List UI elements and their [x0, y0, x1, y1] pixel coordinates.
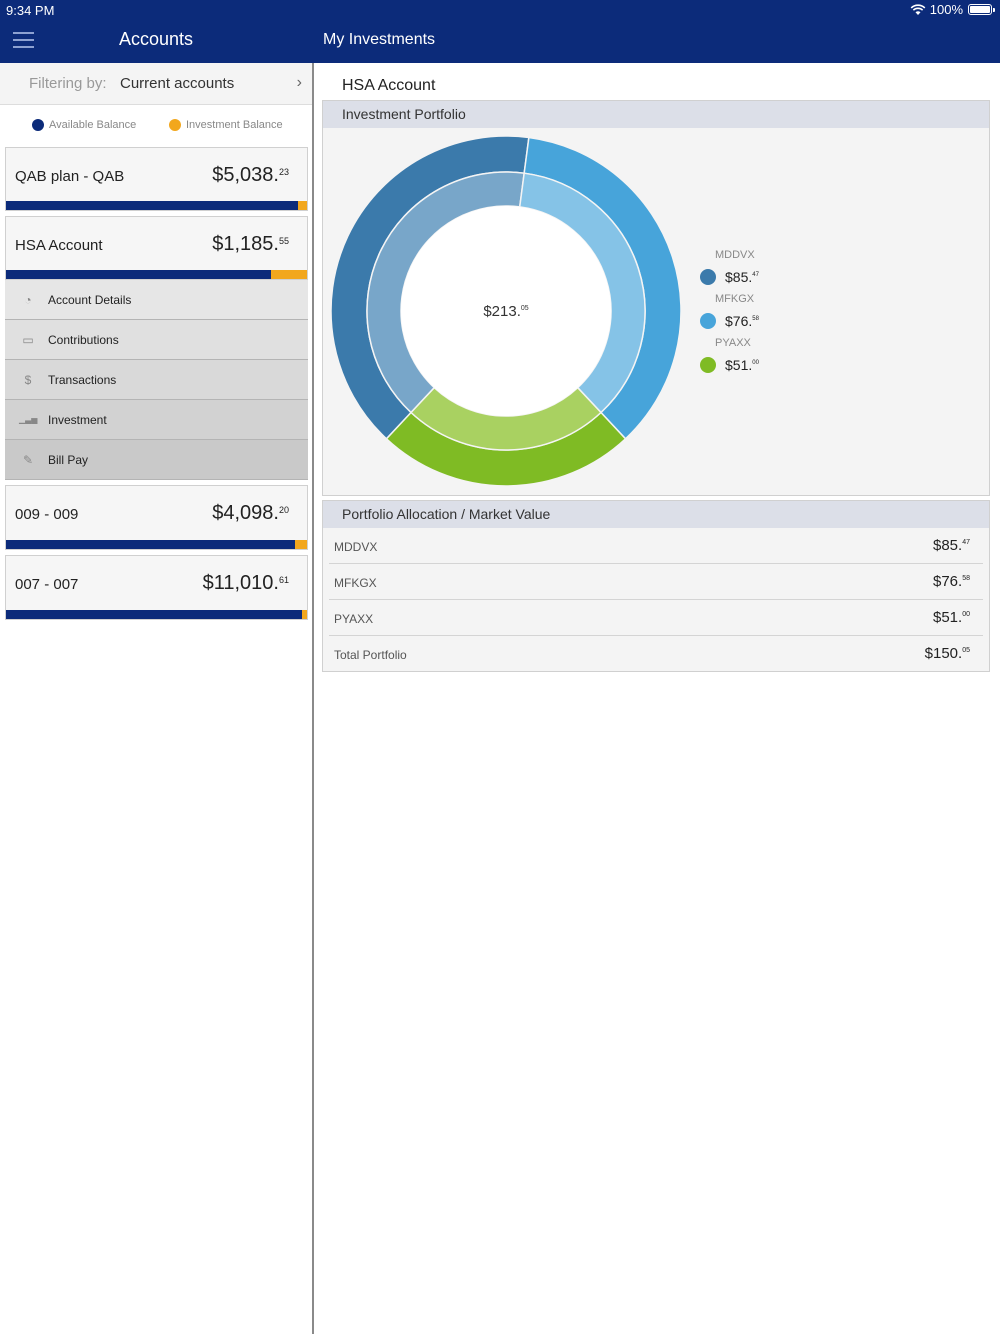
fund-name: MDDVX — [334, 540, 378, 554]
account-name: 007 - 007 — [15, 576, 79, 593]
menu-label: Transactions — [48, 373, 117, 387]
menu-contributions[interactable]: ▭ Contributions — [5, 320, 308, 360]
menu-account-details[interactable]: ◔ Account Details — [5, 280, 308, 320]
menu-label: Bill Pay — [48, 453, 89, 467]
filter-value: Current accounts — [120, 75, 235, 92]
account-card-hsa[interactable]: HSA Account $1,185.55 — [5, 216, 308, 280]
legend-dot-mddvx — [700, 269, 716, 285]
menu-label: Investment — [48, 413, 107, 427]
legend-available: Available Balance — [32, 119, 136, 131]
status-time: 9:34 PM — [6, 3, 55, 18]
gauge-icon: ◔ — [24, 293, 32, 307]
legend-name-pyaxx: PYAXX — [715, 337, 752, 349]
account-name: 009 - 009 — [15, 506, 79, 523]
filter-row[interactable]: Filtering by: Current accounts › — [0, 63, 312, 105]
menu-investment[interactable]: ▁▃▅ Investment — [5, 400, 308, 440]
account-name: QAB plan - QAB — [15, 168, 125, 185]
chevron-right-icon: › — [296, 74, 302, 91]
account-title: HSA Account — [342, 77, 436, 94]
account-name: HSA Account — [15, 237, 103, 254]
fund-name: PYAXX — [334, 612, 374, 626]
legend-value-mfkgx: $76.58 — [725, 313, 760, 329]
legend-name-mfkgx: MFKGX — [715, 293, 755, 305]
accounts-pane: Filtering by: Current accounts › Availab… — [0, 63, 312, 1334]
top-bar: 9:34 PM 100% Accounts My Investments — [0, 0, 1000, 63]
battery-icon — [968, 4, 995, 15]
portfolio-heading: Investment Portfolio — [323, 101, 989, 128]
accounts-title: Accounts — [119, 29, 194, 49]
balance-bar — [6, 201, 307, 210]
pane-divider — [312, 63, 314, 1334]
balance-bar — [6, 610, 307, 619]
legend-value-pyaxx: $51.00 — [725, 357, 760, 373]
balance-legend: Available Balance Investment Balance — [0, 105, 312, 145]
balance-bar — [6, 540, 307, 549]
investment-dot-icon — [169, 119, 181, 131]
pen-icon: ✎ — [22, 453, 34, 467]
account-card-009[interactable]: 009 - 009 $4,098.20 — [5, 485, 308, 550]
account-amount: $4,098.20 — [212, 502, 289, 524]
menu-transactions[interactable]: $ Transactions — [5, 360, 308, 400]
filter-label: Filtering by: — [29, 75, 107, 92]
allocation-heading: Portfolio Allocation / Market Value — [323, 501, 989, 528]
menu-bill-pay[interactable]: ✎ Bill Pay — [5, 440, 308, 480]
allocation-row: MFKGX $76.58 — [329, 564, 983, 600]
investments-title: My Investments — [323, 31, 436, 48]
legend-value-mddvx: $85.47 — [725, 269, 760, 285]
portfolio-panel: Investment Portfolio $213.05 MDDVX $85.47 M… — [322, 100, 990, 496]
status-indicators: 100% — [910, 2, 995, 17]
legend-dot-mfkgx — [700, 313, 716, 329]
menu-label: Contributions — [48, 333, 119, 347]
chart-icon: ▁▃▅ — [19, 415, 38, 424]
fund-value: $51.00 — [933, 609, 970, 626]
fund-value: $85.47 — [933, 537, 970, 554]
total-value: $150.05 — [924, 645, 970, 662]
donut-center-total: $213.05 — [483, 303, 528, 320]
allocation-row: MDDVX $85.47 — [329, 528, 983, 564]
legend-available-label: Available Balance — [49, 119, 137, 131]
wifi-icon — [910, 3, 926, 15]
dollar-icon: $ — [24, 373, 32, 387]
donut-hole — [401, 206, 611, 416]
total-label: Total Portfolio — [334, 648, 407, 662]
legend-dot-pyaxx — [700, 357, 716, 373]
legend-name-mddvx: MDDVX — [715, 249, 755, 261]
account-amount: $11,010.61 — [202, 572, 289, 594]
legend-investment-label: Investment Balance — [186, 119, 283, 131]
money-icon: ▭ — [22, 333, 34, 347]
hsa-submenu: ◔ Account Details ▭ Contributions $ Tran… — [5, 280, 308, 480]
battery-percent: 100% — [929, 2, 963, 17]
hamburger-menu-icon[interactable] — [13, 32, 34, 48]
portfolio-donut-chart: $213.05 MDDVX $85.47 MFKGX $76.58 PYAXX $51.00 — [330, 135, 760, 487]
account-amount: $5,038.23 — [212, 164, 289, 186]
balance-bar — [6, 270, 307, 279]
menu-label: Account Details — [48, 293, 132, 307]
fund-value: $76.58 — [933, 573, 970, 590]
account-card-007[interactable]: 007 - 007 $11,010.61 — [5, 555, 308, 620]
allocation-panel: Portfolio Allocation / Market Value MDDV… — [322, 500, 990, 672]
fund-name: MFKGX — [334, 576, 377, 590]
account-card-qab[interactable]: QAB plan - QAB $5,038.23 — [5, 147, 308, 211]
available-dot-icon — [32, 119, 44, 131]
legend-investment: Investment Balance — [169, 119, 283, 131]
allocation-row: PYAXX $51.00 — [329, 600, 983, 636]
allocation-row-total: Total Portfolio $150.05 — [329, 636, 983, 672]
account-amount: $1,185.55 — [212, 233, 289, 255]
